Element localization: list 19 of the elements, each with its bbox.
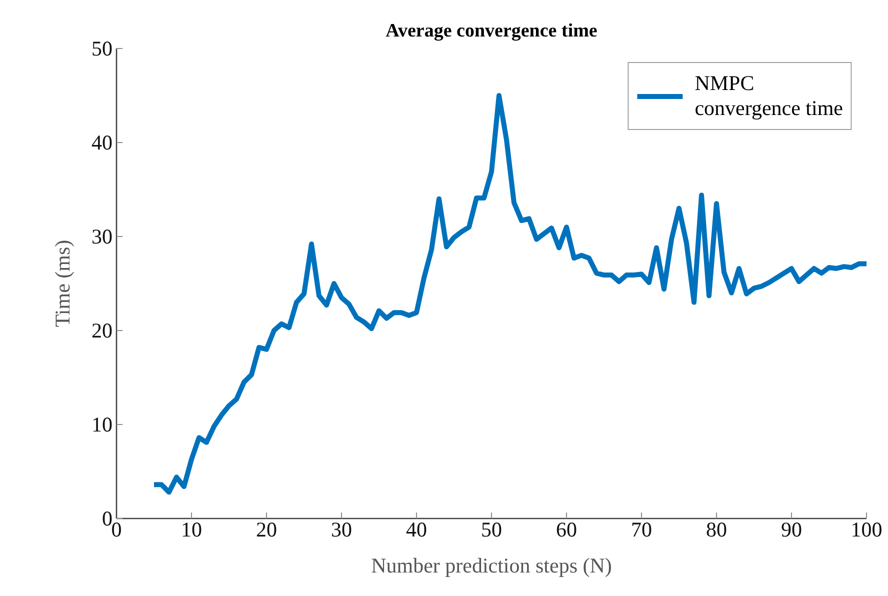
legend-label: NMPC convergence time: [694, 71, 843, 121]
y-tick-label: 40: [92, 130, 112, 154]
x-tick-label: 70: [631, 518, 652, 542]
y-tick-label: 50: [92, 36, 112, 60]
y-tick-label: 10: [92, 412, 112, 436]
x-tick-label: 60: [556, 518, 577, 542]
x-tick-label: 100: [850, 518, 882, 542]
x-tick-label: 80: [706, 518, 727, 542]
y-tick-label: 30: [92, 224, 112, 248]
x-tick-label: 40: [406, 518, 427, 542]
x-tick-label: 90: [781, 518, 802, 542]
y-tick-label: 20: [92, 318, 112, 342]
y-axis-title: Time (ms): [50, 240, 74, 328]
x-tick-label: 50: [481, 518, 502, 542]
x-axis-title: Number prediction steps (N): [371, 554, 612, 578]
x-tick-label: 20: [256, 518, 277, 542]
chart-title: Average convergence time: [386, 20, 598, 42]
x-tick-label: 10: [181, 518, 202, 542]
x-tick-label: 30: [331, 518, 352, 542]
